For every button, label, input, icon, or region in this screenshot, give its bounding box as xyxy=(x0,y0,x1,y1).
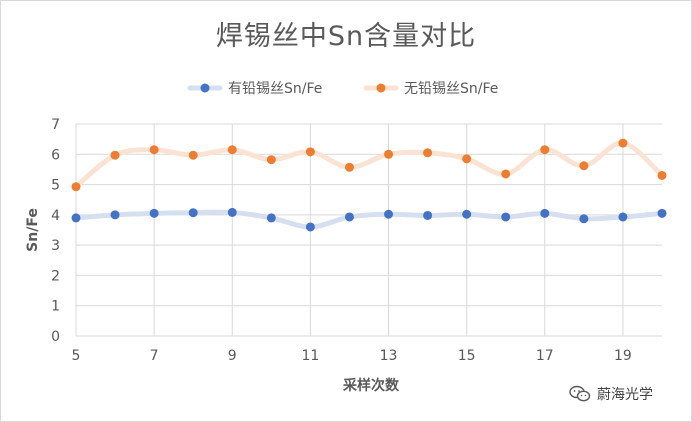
x-tick-label: 7 xyxy=(150,348,159,364)
data-point xyxy=(188,208,198,218)
y-tick-label: 1 xyxy=(51,299,60,315)
watermark: 蔚海光学 xyxy=(569,384,653,404)
data-point xyxy=(540,145,550,155)
y-tick-labels: 0 1 2 3 4 5 6 7 xyxy=(51,117,60,345)
x-tick-label: 17 xyxy=(536,348,554,364)
x-tick-label: 13 xyxy=(380,348,398,364)
legend-marker xyxy=(376,83,386,93)
legend-label: 有铅锡丝Sn/Fe xyxy=(228,81,322,97)
data-point xyxy=(110,210,120,220)
data-point xyxy=(384,209,394,219)
data-point xyxy=(344,212,354,222)
data-point xyxy=(657,170,667,180)
data-point xyxy=(618,138,628,148)
y-tick-label: 6 xyxy=(51,147,60,163)
grid-lines xyxy=(75,123,662,337)
data-point xyxy=(188,150,198,160)
legend-item[interactable]: 有铅锡丝Sn/Fe xyxy=(187,81,322,97)
y-tick-label: 7 xyxy=(51,117,60,133)
data-point xyxy=(227,207,237,217)
x-tick-labels: 5 7 9 11 13 15 17 19 xyxy=(72,348,632,364)
data-point xyxy=(501,212,511,222)
data-point xyxy=(149,145,159,155)
data-point xyxy=(579,161,589,171)
x-tick-label: 11 xyxy=(301,348,319,364)
x-axis-label: 采样次数 xyxy=(342,377,400,394)
data-point xyxy=(344,162,354,172)
legend-item[interactable]: 无铅锡丝Sn/Fe xyxy=(363,81,498,97)
y-tick-label: 5 xyxy=(51,178,60,194)
legend-marker xyxy=(200,83,210,93)
wechat-icon xyxy=(569,385,591,403)
series-2 xyxy=(71,138,667,192)
data-point xyxy=(579,214,589,224)
data-point xyxy=(266,155,276,165)
data-point xyxy=(462,209,472,219)
data-point xyxy=(110,150,120,160)
x-tick-label: 5 xyxy=(72,348,81,364)
x-tick-label: 15 xyxy=(458,348,476,364)
y-tick-label: 4 xyxy=(51,208,60,224)
data-point xyxy=(71,213,81,223)
data-point xyxy=(305,222,315,232)
series-line xyxy=(73,209,665,230)
data-point xyxy=(423,148,433,158)
data-point xyxy=(305,147,315,157)
series-1 xyxy=(71,207,667,232)
x-tick-label: 9 xyxy=(228,348,237,364)
legend-label: 无铅锡丝Sn/Fe xyxy=(404,81,498,97)
data-point xyxy=(227,145,237,155)
watermark-text: 蔚海光学 xyxy=(597,387,653,403)
data-point xyxy=(618,212,628,222)
data-point xyxy=(266,213,276,223)
data-point xyxy=(501,169,511,179)
x-tick-label: 19 xyxy=(614,348,632,364)
data-point xyxy=(149,208,159,218)
data-point xyxy=(657,208,667,218)
data-point xyxy=(384,149,394,159)
y-tick-label: 2 xyxy=(51,268,60,284)
series-line xyxy=(73,140,665,190)
chart-title: 焊锡丝中Sn含量对比 xyxy=(215,21,477,52)
data-point xyxy=(423,210,433,220)
data-point xyxy=(462,154,472,164)
series-layer xyxy=(71,138,667,232)
data-point xyxy=(71,182,81,192)
y-tick-label: 0 xyxy=(51,329,60,345)
legend[interactable]: 有铅锡丝Sn/Fe 无铅锡丝Sn/Fe xyxy=(187,81,498,97)
data-point xyxy=(540,208,550,218)
y-axis-label: Sn/Fe xyxy=(25,208,41,252)
y-tick-label: 3 xyxy=(51,238,60,254)
